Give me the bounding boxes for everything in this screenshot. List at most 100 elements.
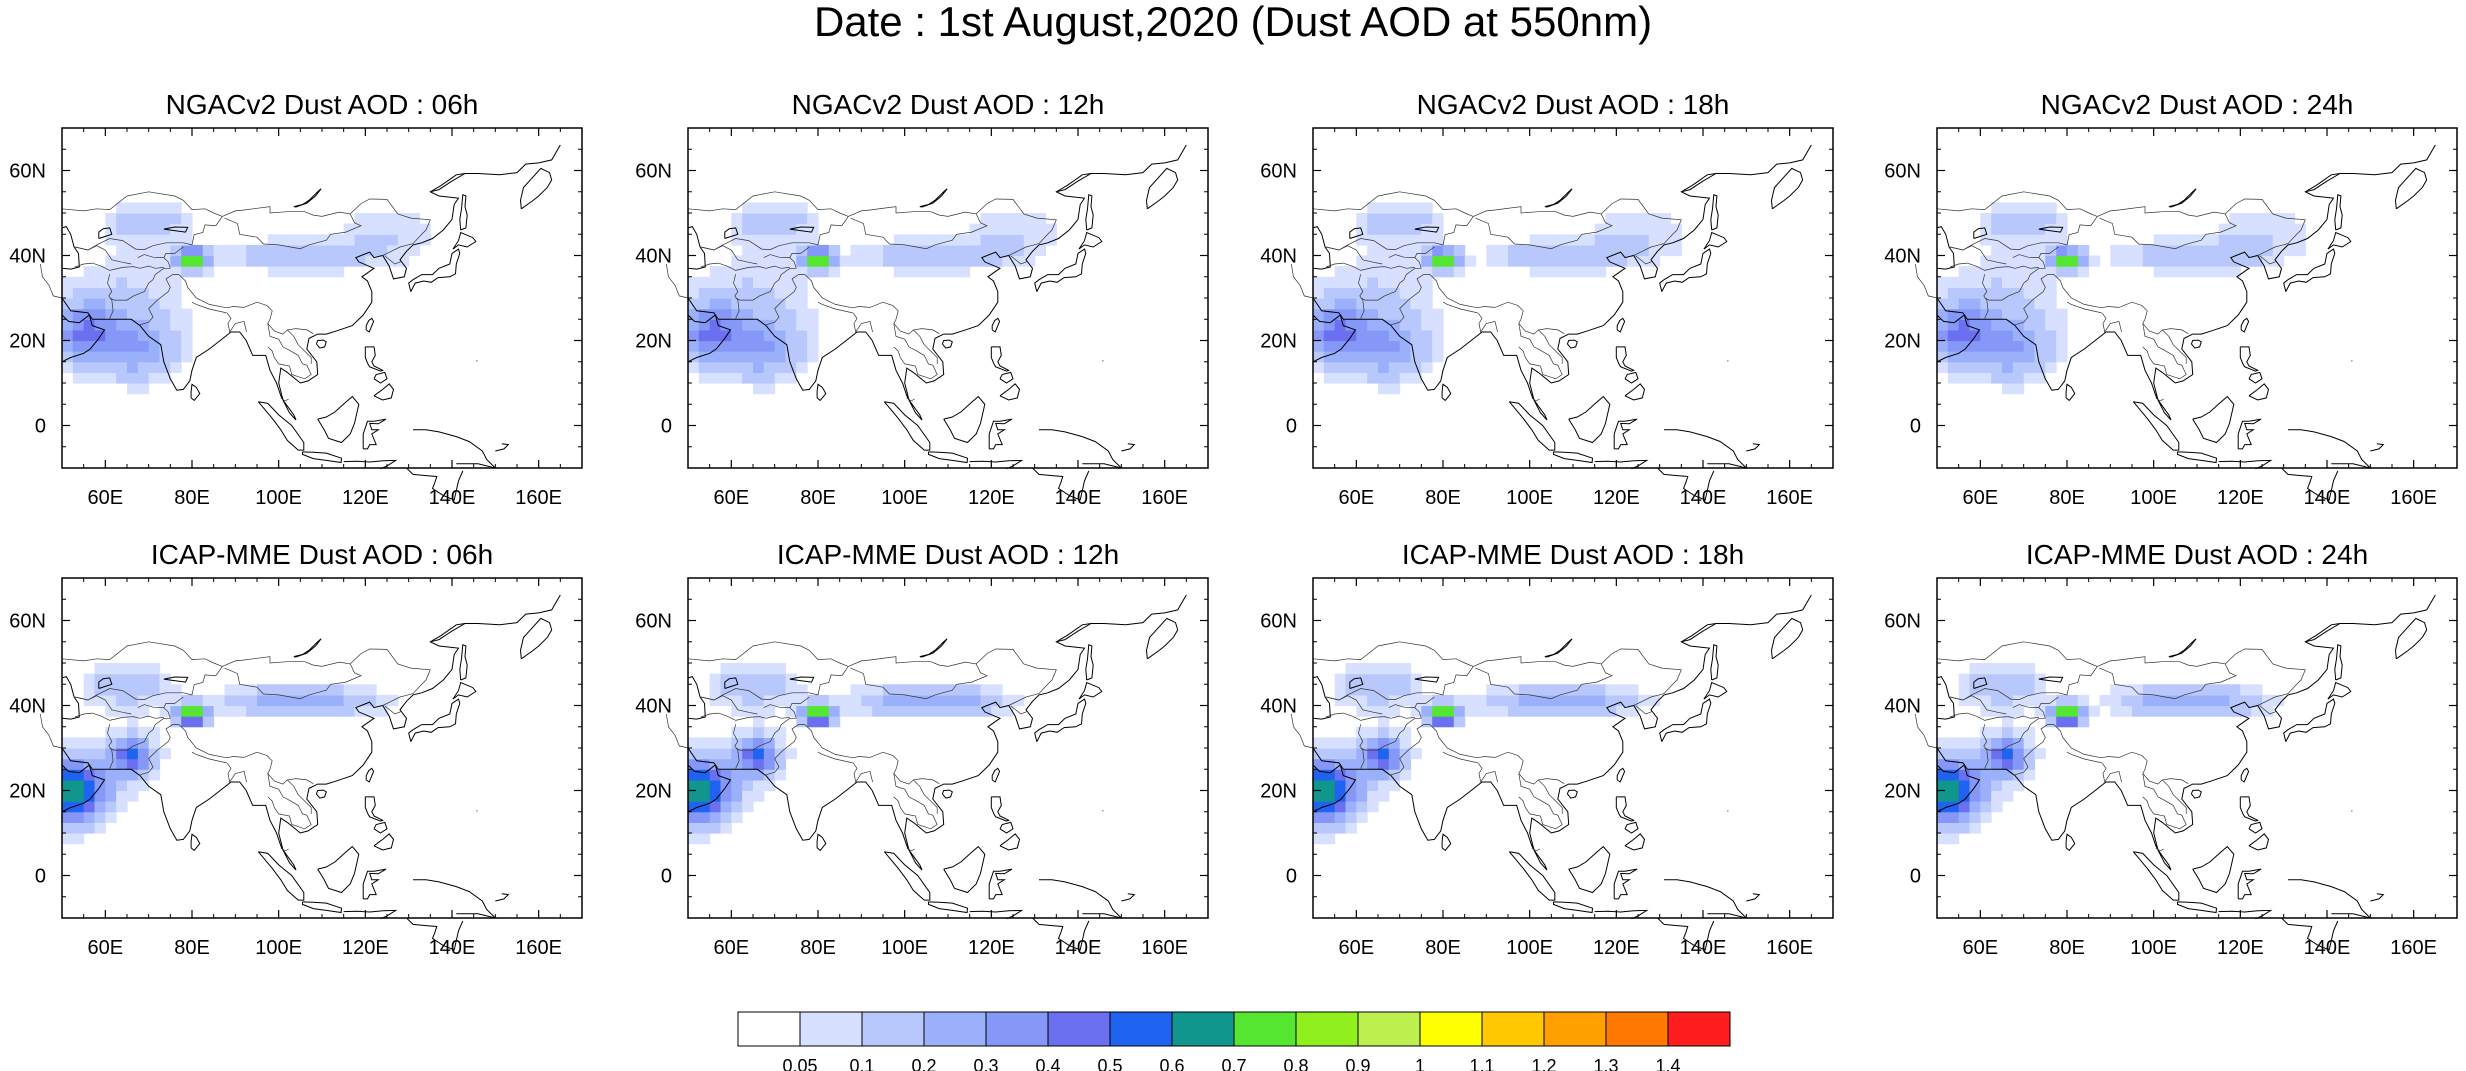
aod-cell [2034, 361, 2046, 373]
coast-australia-north [1013, 467, 1090, 501]
aod-cell [94, 372, 106, 384]
aod-cell [742, 748, 754, 760]
aod-cell [698, 748, 711, 760]
aod-cell [1399, 244, 1412, 257]
aod-cell [1980, 234, 1992, 246]
aod-cell [1529, 684, 1542, 696]
aod-cell [1583, 255, 1596, 267]
aod-cell [763, 769, 776, 781]
aod-cell [1023, 244, 1036, 257]
aod-cell [893, 705, 906, 717]
aod-cell [796, 276, 808, 288]
aod-cell [1980, 255, 1992, 267]
aod-cell [1356, 811, 1368, 823]
aod-cell [1562, 255, 1574, 267]
aod-field [1937, 663, 2285, 845]
aod-cell [2197, 684, 2209, 696]
aod-cell [720, 801, 732, 813]
aod-cell [62, 822, 74, 834]
aod-cell [257, 255, 269, 267]
aod-cell [796, 287, 808, 299]
aod-cell [2034, 234, 2046, 246]
aod-cell [127, 705, 139, 717]
coast-java [2177, 901, 2218, 914]
aod-cell [742, 287, 754, 299]
aod-cell [1638, 213, 1650, 225]
aod-cell [850, 705, 862, 717]
aod-cell [159, 213, 171, 225]
coast-taiwan [1616, 317, 1626, 333]
coast-southeast-islands [2370, 893, 2385, 902]
aod-cell [861, 684, 873, 696]
aod-cell [94, 737, 106, 749]
aod-cell [807, 319, 819, 331]
aod-cell [1980, 705, 1992, 717]
aod-cell [408, 223, 421, 235]
aod-cell [1388, 684, 1401, 696]
aod-cell [1421, 298, 1433, 310]
aod-cell [105, 684, 117, 696]
aod-cell [94, 801, 106, 813]
aod-cell [1947, 833, 1960, 845]
x-tick-label: 160E [2390, 937, 2437, 959]
aod-cell [1356, 694, 1368, 707]
coast-sri-lanka [816, 833, 827, 852]
aod-cell [105, 223, 117, 235]
aod-cell [2012, 340, 2025, 352]
coastlines [1936, 594, 2436, 951]
aod-cell [2002, 726, 2014, 738]
aod-cell [72, 319, 85, 331]
aod-cell [785, 276, 797, 288]
aod-cell [688, 319, 700, 331]
aod-cell [278, 266, 291, 278]
aod-cell [2207, 266, 2220, 278]
aod-cell [1367, 684, 1379, 696]
aod-cell [688, 308, 700, 320]
aod-cell [709, 673, 722, 685]
colorbar-swatch [1295, 1011, 1359, 1047]
aod-cell [2251, 255, 2263, 267]
aod-cell [2067, 244, 2079, 257]
aod-cell [785, 351, 797, 363]
aod-cell [1991, 726, 2003, 738]
aod-cell [1562, 684, 1574, 696]
aod-cell [1421, 287, 1433, 299]
coast-luzon [990, 346, 1010, 372]
aod-cell [94, 319, 106, 331]
y-tick-label: 40N [635, 696, 672, 718]
aod-cell [159, 276, 171, 288]
aod-cell [300, 234, 312, 246]
aod-cell [202, 694, 215, 707]
aod-cell [1002, 705, 1014, 717]
aod-cell [742, 340, 754, 352]
aod-cell [1410, 276, 1422, 288]
aod-cell [2218, 244, 2231, 257]
aod-cell [105, 705, 117, 717]
aod-cell [937, 255, 949, 267]
aod-cell [774, 266, 787, 278]
coast-australia-north [2262, 917, 2339, 951]
border-indochina [893, 323, 938, 380]
aod-cell [2153, 266, 2166, 278]
aod-cell [83, 361, 96, 373]
aod-cell [688, 748, 700, 760]
aod-field [1313, 202, 1682, 395]
aod-cell [137, 663, 150, 675]
coast-sri-lanka [1441, 833, 1452, 852]
aod-cell [1497, 684, 1509, 696]
aod-cell [904, 266, 917, 278]
coast-australia-north [387, 467, 464, 501]
aod-cell [1947, 287, 1960, 299]
coast-baikal [293, 188, 322, 208]
aod-cell [2045, 213, 2057, 225]
border-iran-afghan [733, 724, 740, 769]
colorbar-swatch [1171, 1011, 1235, 1047]
aod-cell [148, 255, 161, 267]
aod-cell [839, 255, 852, 267]
aod-cell [1313, 340, 1325, 352]
aod-cell [148, 361, 161, 373]
aod-cell [742, 790, 754, 802]
aod-cell [192, 694, 204, 707]
coast-taiwan [1616, 767, 1626, 783]
aod-cell [1638, 234, 1650, 246]
